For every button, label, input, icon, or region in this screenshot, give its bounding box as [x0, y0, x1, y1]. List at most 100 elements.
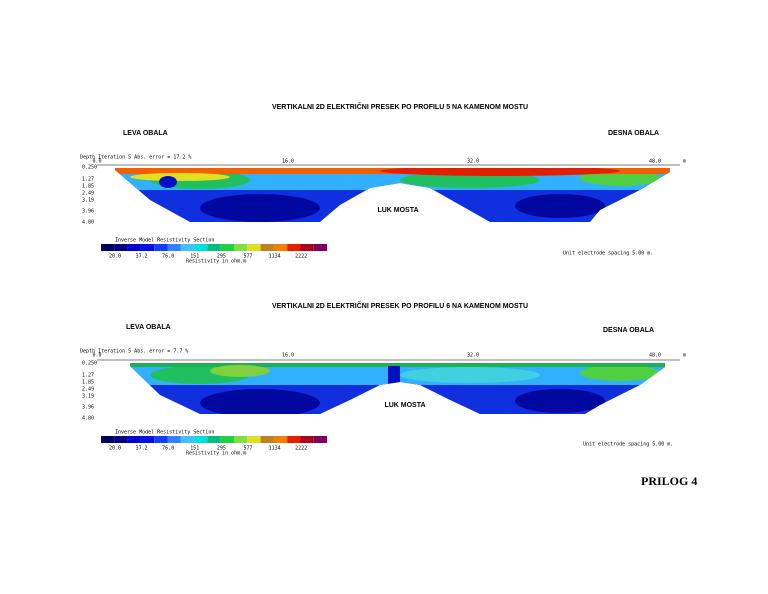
legend-swatch	[260, 436, 274, 443]
legend-label: 2222	[295, 446, 307, 452]
blue-spot	[159, 176, 177, 188]
depth-label: 2.49	[82, 191, 94, 197]
depth-label: 3.19	[82, 394, 94, 400]
low-zone	[200, 194, 320, 222]
x-label: 48.0	[649, 353, 661, 359]
legend-swatch	[154, 436, 168, 443]
blue-spot	[388, 366, 400, 384]
legend-swatch	[287, 436, 301, 443]
legend-label: 577	[243, 446, 252, 452]
right-bank-label: DESNA OBALA	[608, 130, 659, 137]
left-bank-label: LEVA OBALA	[126, 324, 171, 331]
legend-swatch	[313, 244, 328, 251]
legend-label: 37.2	[136, 446, 148, 452]
legend-swatch	[273, 244, 288, 251]
legend-swatch	[114, 244, 128, 251]
legend-swatch	[140, 436, 155, 443]
green-zone	[400, 172, 540, 188]
left-bank-label: LEVA OBALA	[123, 130, 168, 137]
depth-label: 4.80	[82, 220, 94, 226]
section-fill	[115, 168, 670, 222]
legend-label: 151	[190, 446, 199, 452]
depth-label: 0.250	[82, 165, 97, 171]
legend-swatch	[300, 244, 314, 251]
legend-swatch	[207, 244, 221, 251]
panel-title: VERTIKALNI 2D ELEKTRIČNI PRESEK PO PROFI…	[272, 102, 528, 111]
x-label: 0.0	[92, 353, 101, 359]
legend-swatch	[287, 244, 301, 251]
x-label: 16.0	[282, 159, 294, 165]
legend-label: 151	[190, 254, 199, 260]
legend-swatch	[127, 436, 141, 443]
x-label: 32.0	[467, 159, 479, 165]
x-label: 16.0	[282, 353, 294, 359]
depth-label: 1.27	[82, 177, 94, 183]
legend-title: Inverse Model Resistivity Section	[115, 430, 214, 436]
legend-swatch	[260, 244, 274, 251]
low-zone	[515, 389, 605, 413]
legend-swatch	[154, 244, 168, 251]
x-unit: m	[683, 159, 686, 165]
footer: PRILOG 4	[641, 474, 697, 488]
legend-swatch	[247, 244, 261, 251]
legend-swatch	[220, 436, 234, 443]
depth-label: 3.19	[82, 198, 94, 204]
depth-label: 2.49	[82, 387, 94, 393]
legend-label: 76.0	[162, 446, 174, 452]
depth-label: 3.96	[82, 405, 94, 411]
arch-label: LUK MOSTA	[384, 402, 425, 409]
spacing-note: Unit electrode spacing 5.00 m.	[563, 251, 653, 257]
legend-swatch	[101, 436, 115, 443]
top-layer	[130, 363, 665, 367]
legend-label: 577	[243, 254, 252, 260]
legend-swatch	[273, 436, 288, 443]
legend-label: 295	[217, 446, 226, 452]
yellow-zone	[130, 173, 230, 181]
legend-label: 295	[217, 254, 226, 260]
low-zone	[515, 194, 605, 218]
legend-swatch	[234, 244, 248, 251]
resistivity-panel: VERTIKALNI 2D ELEKTRIČNI PRESEK PO PROFI…	[80, 301, 686, 457]
arch-label: LUK MOSTA	[377, 207, 418, 214]
depth-label: 1.85	[82, 380, 94, 386]
x-label: 32.0	[467, 353, 479, 359]
legend-swatch	[194, 244, 208, 251]
spacing-note: Unit electrode spacing 5.00 m.	[583, 442, 673, 448]
green-zone	[400, 367, 540, 383]
legend-label: 1134	[269, 254, 281, 260]
legend-swatch	[247, 436, 261, 443]
legend-label: 1134	[269, 446, 281, 452]
depth-header: Depth Iteration 5 Abs. error = 17.2 %	[80, 155, 191, 161]
legend-label: 37.2	[136, 254, 148, 260]
legend-unit: Resistivity in ohm.m	[186, 451, 246, 457]
legend-label: 2222	[295, 254, 307, 260]
x-unit: m	[683, 353, 686, 359]
legend-swatch	[220, 244, 234, 251]
depth-label: 1.85	[82, 184, 94, 190]
legend-swatch	[101, 244, 115, 251]
legend-swatch	[167, 244, 181, 251]
legend-swatch	[300, 436, 314, 443]
depth-label: 3.96	[82, 209, 94, 215]
legend-label: 20.0	[109, 254, 121, 260]
legend-swatch	[140, 244, 155, 251]
resistivity-panel: VERTIKALNI 2D ELEKTRIČNI PRESEK PO PROFI…	[80, 102, 686, 265]
depth-label: 4.80	[82, 416, 94, 422]
legend-swatch	[234, 436, 248, 443]
legend-swatch	[127, 244, 141, 251]
x-label: 48.0	[649, 159, 661, 165]
legend-unit: Resistivity in ohm.m	[186, 259, 246, 265]
x-label: 0.0	[92, 159, 101, 165]
legend-title: Inverse Model Resistivity Section	[115, 238, 214, 244]
hot-zone	[380, 168, 620, 176]
legend-swatch	[207, 436, 221, 443]
legend-label: 20.0	[109, 446, 121, 452]
legend-swatch	[167, 436, 181, 443]
panel-title: VERTIKALNI 2D ELEKTRIČNI PRESEK PO PROFI…	[272, 301, 528, 310]
legend-label: 76.0	[162, 254, 174, 260]
depth-header: Depth Iteration 5 Abs. error = 7.7 %	[80, 349, 188, 355]
green-zone	[580, 365, 660, 381]
legend-swatch	[114, 436, 128, 443]
